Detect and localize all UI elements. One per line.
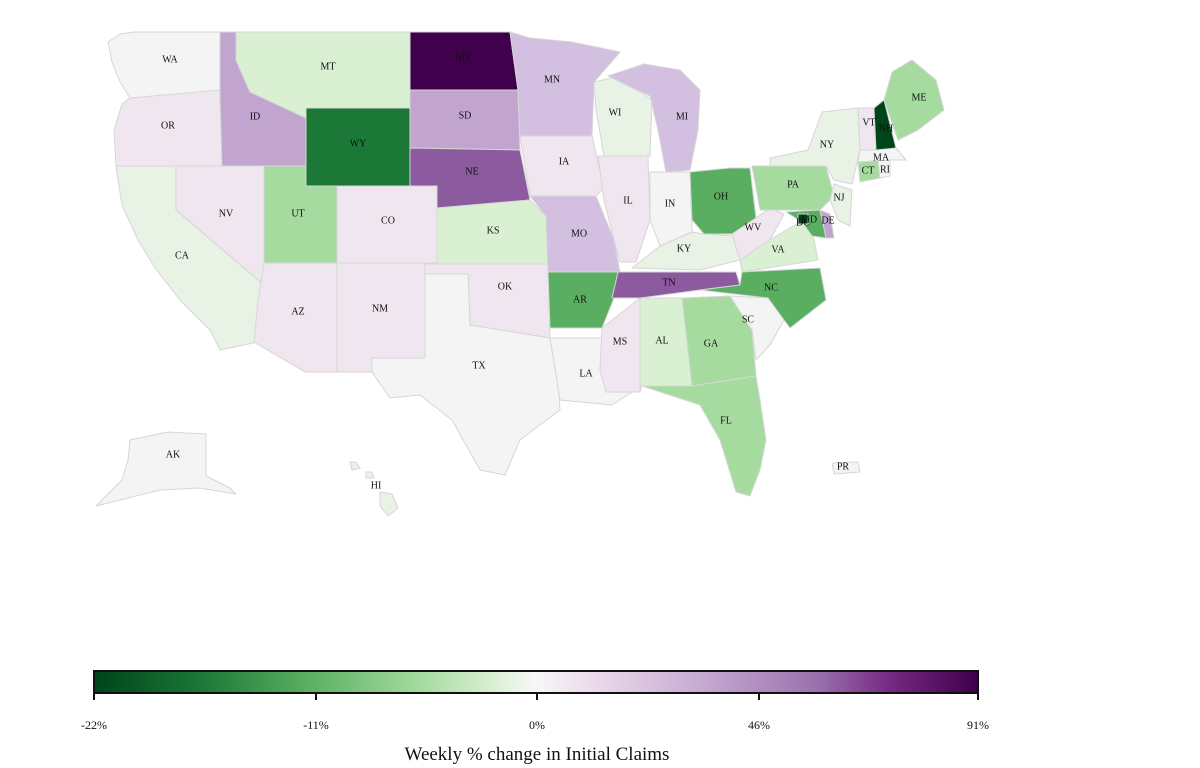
label-UT: UT [291, 208, 304, 219]
state-FL[interactable] [641, 375, 767, 497]
label-MA: MA [873, 152, 890, 163]
state-IA[interactable] [519, 135, 605, 197]
tick-label: -11% [303, 718, 329, 732]
label-MN: MN [544, 74, 560, 85]
label-NM: NM [372, 303, 388, 314]
label-LA: LA [579, 368, 593, 379]
state-MI[interactable] [607, 63, 701, 173]
label-HI: HI [371, 480, 382, 491]
state-AZ[interactable] [253, 262, 338, 373]
tick-mark [315, 692, 317, 700]
label-GA: GA [704, 338, 719, 349]
label-IA: IA [559, 156, 570, 167]
state-KY[interactable] [631, 231, 741, 271]
tick-label: 0% [529, 718, 545, 732]
state-ME[interactable] [883, 59, 945, 141]
label-NC: NC [764, 282, 778, 293]
state-PR[interactable] [831, 461, 861, 475]
label-WY: WY [350, 138, 367, 149]
tick-label: -22% [81, 718, 107, 732]
label-WV: WV [745, 222, 762, 233]
tick-mark [758, 692, 760, 700]
label-KS: KS [487, 225, 500, 236]
label-WA: WA [162, 54, 178, 65]
label-MS: MS [613, 336, 627, 347]
label-NY: NY [820, 139, 834, 150]
label-DE: DE [821, 215, 834, 226]
state-AK[interactable] [95, 431, 237, 507]
label-TN: TN [662, 277, 675, 288]
label-VT: VT [862, 117, 875, 128]
label-FL: FL [720, 415, 732, 426]
state-NH[interactable] [873, 99, 897, 151]
label-VA: VA [771, 244, 785, 255]
label-OR: OR [161, 120, 175, 131]
label-NE: NE [465, 166, 478, 177]
label-KY: KY [677, 243, 691, 254]
state-AR[interactable] [547, 271, 621, 329]
color-legend: -22% -11% 0% 46% 91% [81, 670, 989, 732]
state-TX[interactable] [371, 273, 561, 476]
state-WV[interactable] [731, 207, 785, 261]
state-NC[interactable] [699, 267, 827, 329]
label-MI: MI [676, 111, 688, 122]
label-RI: RI [880, 164, 890, 175]
label-ID: ID [250, 111, 261, 122]
tick-label: 46% [748, 718, 770, 732]
label-NV: NV [219, 208, 234, 219]
state-MS[interactable] [599, 297, 641, 393]
label-CT: CT [862, 165, 875, 176]
label-AR: AR [573, 294, 587, 305]
label-AL: AL [655, 335, 668, 346]
label-ND: ND [455, 52, 469, 63]
tick-mark [93, 692, 95, 700]
label-NJ: NJ [833, 192, 844, 203]
color-scale-bar [93, 670, 979, 694]
label-CO: CO [381, 215, 395, 226]
label-PR: PR [837, 461, 850, 472]
label-IL: IL [623, 195, 632, 206]
label-ME: ME [912, 92, 927, 103]
label-DC: DC [796, 217, 810, 228]
label-SD: SD [459, 110, 472, 121]
state-IL[interactable] [597, 155, 651, 263]
label-MO: MO [571, 228, 587, 239]
tick-mark [977, 692, 979, 700]
label-AK: AK [166, 449, 181, 460]
label-SC: SC [742, 314, 755, 325]
label-NH: NH [879, 123, 893, 134]
state-HI[interactable] [349, 461, 399, 517]
state-NJ[interactable] [829, 183, 853, 227]
label-AZ: AZ [291, 306, 304, 317]
state-VT[interactable] [857, 107, 877, 151]
legend-title: Weekly % change in Initial Claims [404, 744, 670, 765]
label-CA: CA [175, 250, 190, 261]
label-MT: MT [321, 61, 336, 72]
label-OK: OK [498, 281, 513, 292]
label-PA: PA [787, 179, 800, 190]
state-NM[interactable] [336, 262, 426, 373]
state-TN[interactable] [611, 271, 741, 299]
label-MD: MD [801, 214, 817, 225]
label-WI: WI [609, 107, 622, 118]
state-NY[interactable] [769, 107, 861, 185]
label-OH: OH [714, 191, 728, 202]
tick-label: 91% [967, 718, 989, 732]
state-DC[interactable] [797, 213, 809, 225]
state-GA[interactable] [681, 295, 757, 387]
label-TX: TX [472, 360, 486, 371]
tick-mark [536, 692, 538, 700]
label-IN: IN [665, 198, 676, 209]
